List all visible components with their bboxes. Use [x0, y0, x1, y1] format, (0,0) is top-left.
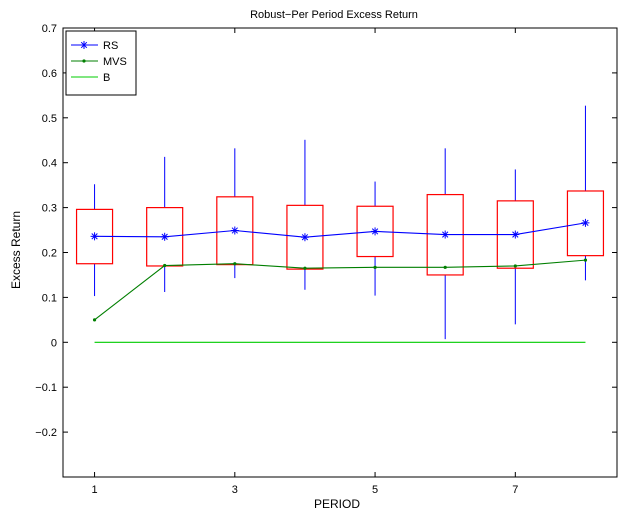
series-point-mvs: [303, 266, 307, 270]
series-point-mvs: [513, 264, 517, 268]
box-period-8: [566, 190, 605, 257]
series-point-rs: [581, 218, 590, 227]
y-tick-label: 0.7: [42, 23, 57, 35]
y-tick-label: −0.2: [35, 427, 57, 439]
legend-label-rs: RS: [103, 40, 118, 52]
y-tick-label: 0.2: [42, 248, 57, 260]
legend-label-b: B: [103, 72, 110, 84]
plot-area: −0.2 −0.1 0 0.1 0.2 0.3 0.4 0.5 0.6 0.7 1 3 5 7 RS MVS B: [35, 23, 618, 496]
series-line-rs: [94, 222, 586, 238]
box-period-5: [356, 205, 394, 258]
y-tick-label: 0.5: [42, 113, 57, 125]
y-tick-label: −0.1: [35, 382, 57, 394]
x-tick-label: 7: [512, 484, 518, 496]
series-point-mvs: [373, 265, 377, 269]
series-point-mvs: [92, 318, 97, 322]
series-point-mvs: [233, 262, 237, 266]
legend-marker-rs: [80, 41, 88, 49]
series-point-mvs: [583, 258, 588, 262]
y-tick-label: 0.6: [42, 68, 57, 80]
series-point-rs: [90, 232, 99, 241]
legend-label-mvs: MVS: [103, 56, 127, 68]
y-axis-title: Excess Return: [9, 211, 23, 289]
chart-title: Robust−Per Period Excess Return: [250, 9, 418, 21]
series-point-rs: [230, 226, 239, 235]
y-tick-label: 0.1: [42, 292, 57, 304]
x-axis-title: PERIOD: [314, 497, 360, 511]
series-point-rs: [511, 230, 520, 239]
legend-box: [65, 30, 137, 96]
series-point-mvs: [163, 263, 167, 268]
series-point-rs: [300, 233, 309, 242]
series-point-rs: [371, 227, 380, 236]
x-tick-label: 5: [372, 484, 378, 496]
y-tick-label: 0.4: [42, 158, 57, 170]
series-point-mvs: [443, 265, 447, 269]
series-point-rs: [441, 230, 450, 239]
x-tick-label: 3: [232, 484, 238, 496]
y-tick-label: 0.3: [42, 203, 57, 215]
legend-marker-mvs: [82, 59, 86, 63]
y-tick-label: 0: [51, 337, 57, 349]
series-point-rs: [160, 232, 169, 241]
x-tick-label: 1: [91, 484, 97, 496]
series-line-mvs: [94, 259, 586, 321]
